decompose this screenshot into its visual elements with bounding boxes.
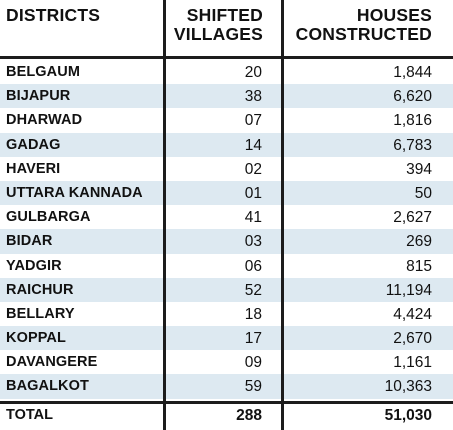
header-houses-constructed: HOUSES CONSTRUCTED: [272, 6, 432, 44]
table-row: YADGIR 06 815: [0, 254, 453, 278]
header-divider: [0, 56, 453, 59]
district-name: KOPPAL: [6, 330, 66, 347]
total-divider: [0, 401, 453, 404]
houses-constructed-value: 2,670: [393, 330, 432, 348]
table-row: BIJAPUR 38 6,620: [0, 84, 453, 109]
header-houses-line1: HOUSES: [356, 5, 432, 25]
shifted-villages-value: 01: [244, 184, 262, 202]
shifted-villages-value: 07: [244, 112, 262, 130]
total-row: TOTAL 288 51,030: [0, 403, 453, 427]
district-name: BIDAR: [6, 233, 53, 250]
houses-constructed-value: 2,627: [393, 209, 432, 227]
district-name: HAVERI: [6, 160, 61, 177]
table-row: BIDAR 03 269: [0, 229, 453, 254]
shifted-villages-value: 09: [244, 354, 262, 372]
shifted-villages-value: 59: [244, 378, 262, 396]
table-row: BELGAUM 20 1,844: [0, 60, 453, 84]
houses-constructed-value: 1,816: [393, 112, 432, 130]
table-row: DHARWAD 07 1,816: [0, 108, 453, 132]
header-houses-line2: CONSTRUCTED: [295, 24, 432, 44]
shifted-villages-value: 52: [244, 281, 262, 299]
district-name: YADGIR: [6, 257, 62, 274]
district-name: RAICHUR: [6, 281, 74, 298]
column-divider-1: [163, 0, 166, 430]
houses-constructed-value: 10,363: [384, 378, 432, 396]
houses-constructed-value: 1,844: [393, 64, 432, 81]
district-name: GULBARGA: [6, 209, 91, 226]
houses-constructed-value: 815: [406, 257, 432, 275]
table-row: UTTARA KANNADA 01 50: [0, 180, 453, 206]
shifted-villages-value: 17: [244, 330, 262, 348]
district-name: BIJAPUR: [6, 88, 71, 105]
houses-constructed-value: 11,194: [385, 281, 432, 299]
houses-constructed-value: 6,620: [393, 88, 432, 106]
table-body: BELGAUM 20 1,844 BIJAPUR 38 6,620 DHARWAD 07 1,8…: [0, 60, 453, 399]
shifted-villages-value: 02: [244, 160, 262, 178]
table-row: KOPPAL 17 2,670: [0, 326, 453, 351]
header-districts-label: DISTRICTS: [6, 5, 101, 25]
table-row: BELLARY 18 4,424: [0, 302, 453, 326]
table-row: GADAG 14 6,783: [0, 132, 453, 157]
table-row: GULBARGA 41 2,627: [0, 205, 453, 229]
houses-constructed-value: 269: [406, 233, 432, 251]
total-label: TOTAL: [6, 407, 53, 423]
total-houses: 51,030: [384, 407, 432, 424]
header-districts: DISTRICTS: [6, 6, 100, 25]
header-shifted-villages: SHIFTED VILLAGES: [153, 6, 263, 44]
header-shifted-line1: SHIFTED: [186, 5, 263, 25]
houses-constructed-value: 50: [414, 184, 432, 202]
district-name: GADAG: [6, 136, 61, 153]
district-name: BAGALKOT: [6, 378, 89, 395]
shifted-villages-value: 06: [244, 257, 262, 275]
table-row: HAVERI 02 394: [0, 157, 453, 181]
shifted-villages-value: 14: [244, 136, 262, 154]
shifted-villages-value: 41: [244, 209, 262, 227]
houses-constructed-value: 6,783: [393, 136, 432, 154]
shifted-villages-value: 38: [244, 88, 262, 106]
houses-constructed-value: 4,424: [393, 305, 432, 323]
district-name: DAVANGERE: [6, 354, 98, 371]
district-name: DHARWAD: [6, 112, 83, 129]
total-villages: 288: [236, 407, 262, 424]
header-shifted-line2: VILLAGES: [173, 24, 263, 44]
shifted-villages-value: 20: [244, 64, 262, 81]
shifted-villages-value: 18: [244, 305, 262, 323]
table-row: RAICHUR 52 11,194: [0, 277, 453, 302]
district-name: UTTARA KANNADA: [6, 184, 143, 201]
district-name: BELGAUM: [6, 64, 80, 80]
houses-constructed-value: 394: [406, 160, 432, 178]
table-row: BAGALKOT 59 10,363: [0, 374, 453, 399]
table-row: DAVANGERE 09 1,161: [0, 350, 453, 374]
column-divider-2: [281, 0, 284, 430]
district-name: BELLARY: [6, 305, 75, 322]
shifted-villages-value: 03: [244, 233, 262, 251]
houses-constructed-value: 1,161: [393, 354, 432, 372]
